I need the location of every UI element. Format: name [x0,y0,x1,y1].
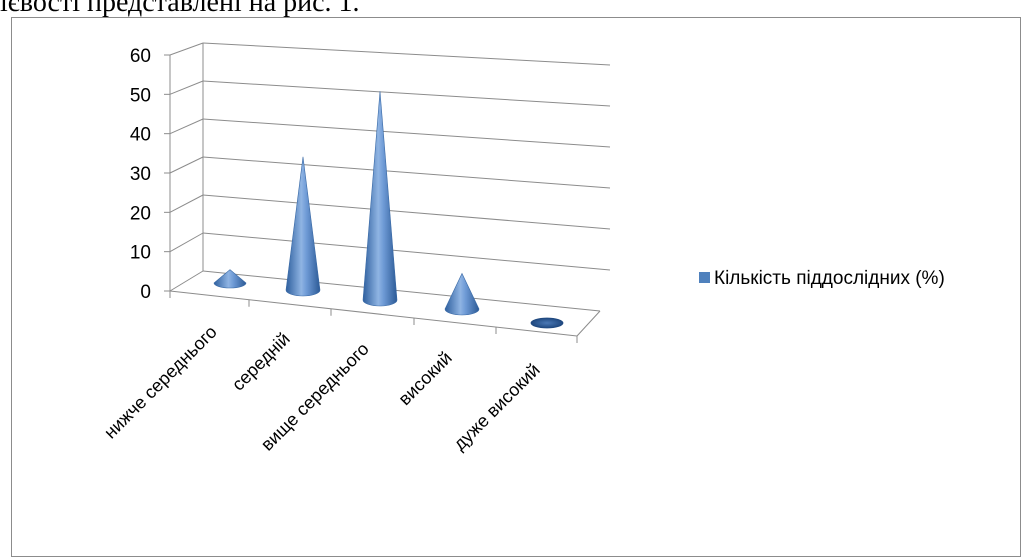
category-label: середній [228,329,294,395]
gridline-back [202,118,611,148]
y-tick-label: 0 [140,282,151,303]
cone-mark [530,317,564,329]
gridline-side [169,42,204,56]
gridline-back [202,80,611,107]
cone-series [213,91,564,329]
gridline-back [202,156,611,189]
gridline-side [169,156,204,174]
gridline-back [202,194,611,230]
y-tick-label: 30 [130,164,151,185]
floor-front-edge [169,290,578,337]
cone-body [213,269,247,289]
floor-left-edge [169,270,204,292]
legend: Кількість піддослідних (%) [699,268,945,289]
cone-body [362,91,398,307]
y-tick-label: 40 [130,125,151,146]
y-tick-label: 20 [130,203,151,224]
y-axis-ticks: 0 10 20 30 40 50 60 [130,46,170,303]
cone-mark [285,156,321,297]
x-axis-ticks [169,291,578,343]
category-label: високий [394,348,455,409]
category-label: дуже високий [449,360,543,454]
gridline-side [169,80,204,95]
cone-mark [213,269,247,289]
floor-right-edge [576,310,601,337]
gridline-side [169,194,204,213]
gridline-side [169,118,204,135]
gridline-back [202,42,611,66]
cone-mark [362,91,398,307]
cone-body [285,156,321,297]
cone-body [444,272,480,316]
floor-back-edge [202,270,601,312]
category-label: нижче середнього [100,322,221,443]
chart-frame [11,17,1021,557]
legend-label: Кількість піддослідних (%) [714,268,945,289]
y-tick-label: 50 [130,85,151,106]
y-tick-label: 60 [130,46,151,67]
gridline-back [202,232,611,271]
legend-swatch [699,272,710,283]
y-tick-label: 10 [130,243,151,264]
intro-text: ієвості представлені на рис. 1. [0,0,360,18]
cone-mark [444,272,480,316]
gridline-side [169,232,204,253]
cone-base [530,317,564,329]
gridlines [169,42,611,271]
